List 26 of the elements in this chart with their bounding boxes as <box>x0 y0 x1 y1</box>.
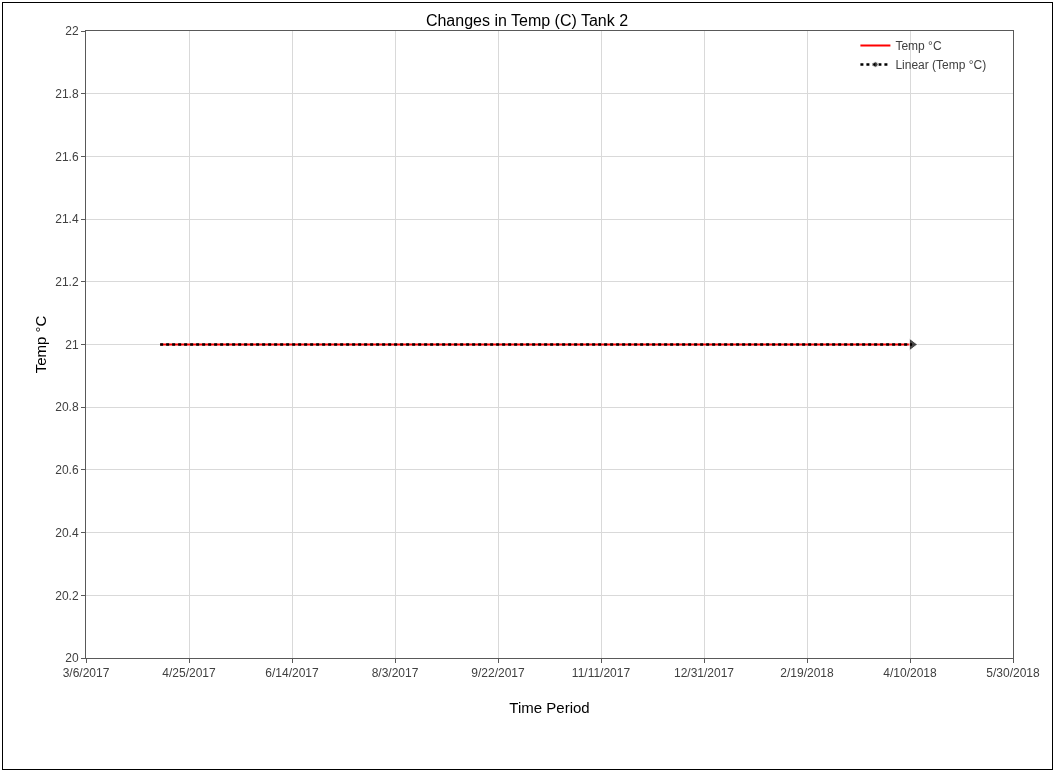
y-axis-title: Temp °C <box>32 315 49 374</box>
y-tick-label: 21.2 <box>55 275 79 289</box>
y-tick-label: 20 <box>65 651 79 666</box>
y-tick-label: 20.6 <box>55 463 79 478</box>
x-tick-label: 11/11/2017 <box>571 666 631 681</box>
x-tick-label: 8/3/2017 <box>371 666 419 681</box>
legend-label: Temp °C <box>895 39 942 54</box>
x-tick-label: 3/6/2017 <box>62 666 110 681</box>
y-tick-label: 20.8 <box>55 400 79 415</box>
x-axis-title: Time Period <box>509 699 590 716</box>
y-tick-label: 20.2 <box>55 588 79 603</box>
x-tick-label: 12/31/2017 <box>673 666 735 681</box>
y-tick-label: 21.6 <box>55 149 79 164</box>
y-tick-label: 22 <box>65 24 79 39</box>
y-tick-label: 20.4 <box>55 525 79 540</box>
x-tick-label: 5/30/2018 <box>986 666 1041 681</box>
x-tick-label: 6/14/2017 <box>265 666 320 681</box>
chart-title: Changes in Temp (C) Tank 2 <box>425 11 629 29</box>
x-tick-label: 9/22/2017 <box>471 666 526 681</box>
x-tick-label: 4/10/2018 <box>883 666 938 681</box>
y-tick-label: 21.8 <box>55 86 79 101</box>
legend-label: Linear (Temp °C) <box>895 58 987 73</box>
y-tick-label: 21.4 <box>55 212 79 227</box>
x-tick-label: 4/25/2017 <box>162 666 217 681</box>
x-tick-label: 2/19/2018 <box>780 666 835 681</box>
y-tick-label: 21 <box>65 337 79 352</box>
